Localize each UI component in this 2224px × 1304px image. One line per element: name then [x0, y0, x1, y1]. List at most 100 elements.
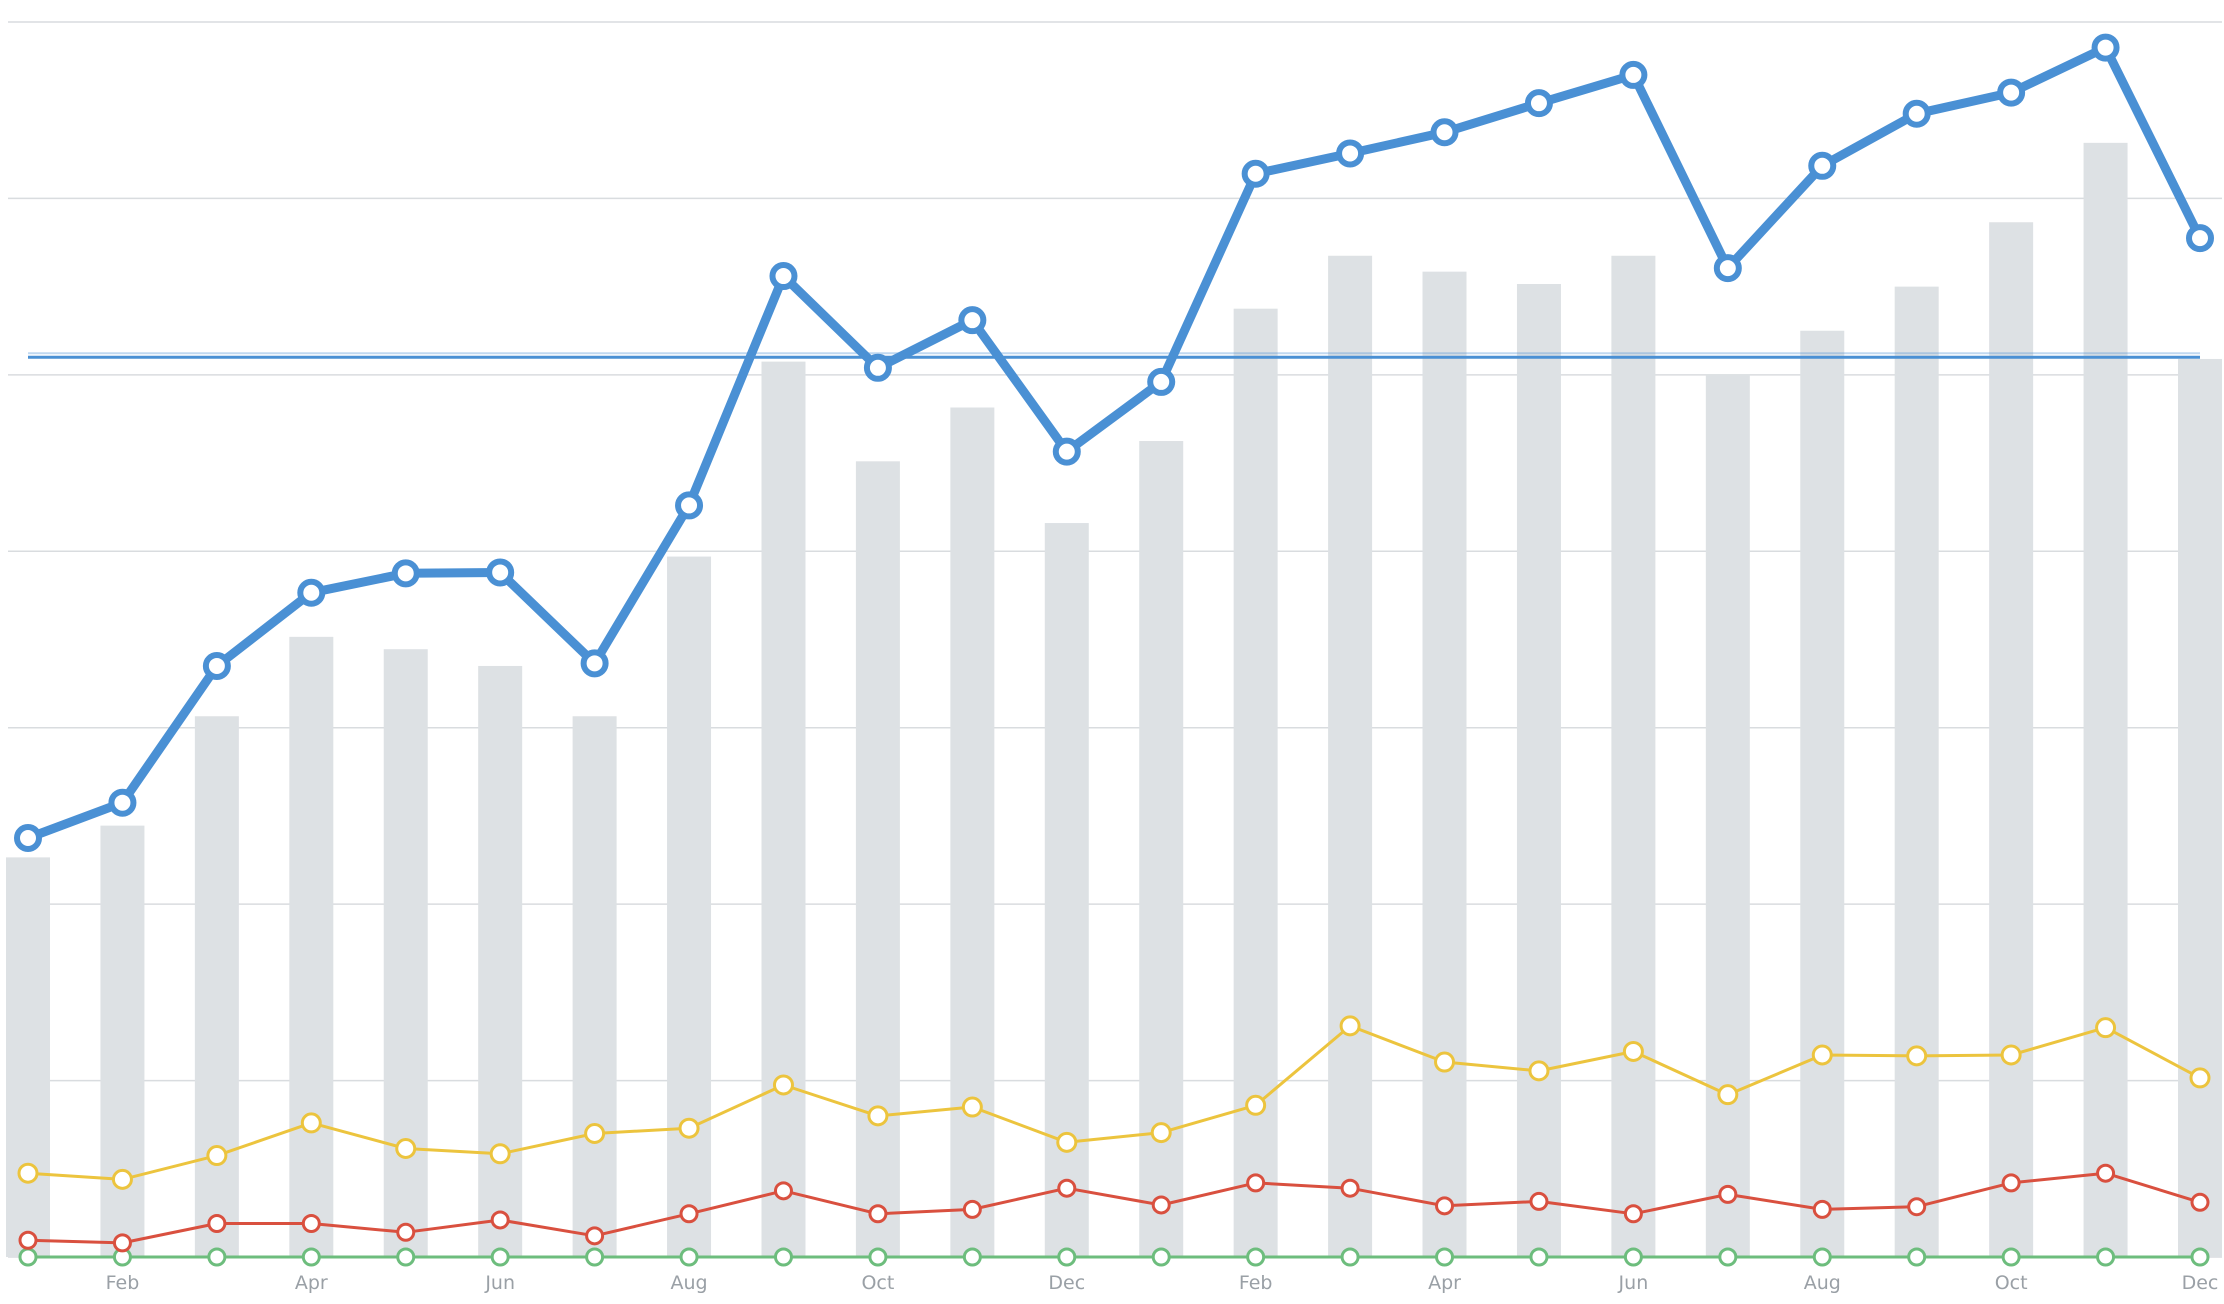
series-point [2189, 1067, 2211, 1089]
series-line [23, 43, 2205, 843]
bar [855, 461, 900, 1257]
bar [1422, 271, 1467, 1257]
series-point [1056, 1131, 1078, 1153]
series-point [490, 1247, 510, 1267]
bar [1328, 255, 1373, 1258]
x-tick-label: Apr [1428, 1272, 1461, 1294]
series-point [678, 1117, 700, 1139]
series-point [2190, 1192, 2210, 1212]
series-point [2186, 224, 2214, 253]
series-point [1430, 118, 1459, 147]
series-point [961, 1096, 983, 1118]
series-point [1622, 1040, 1644, 1062]
series-line [26, 1024, 2202, 1181]
x-axis-ticks: Feb Apr Jun Aug Oct Dec Feb Apr Jun Aug Oct Dec [106, 1272, 2219, 1294]
series-point [202, 651, 231, 680]
series-point [1150, 1122, 1172, 1144]
series-point [1246, 1247, 1266, 1267]
series-point [1057, 1247, 1077, 1267]
series-point [1052, 437, 1081, 466]
series-point [580, 649, 609, 678]
series-point [1997, 78, 2026, 107]
series-point [1339, 1015, 1361, 1037]
series-point [868, 1247, 888, 1267]
series-point [1811, 1044, 1833, 1066]
series-point [1623, 1204, 1643, 1224]
series-point [1808, 151, 1837, 180]
series-point [395, 1137, 417, 1159]
x-tick-label: Apr [295, 1272, 328, 1294]
series-point [1340, 1178, 1360, 1198]
bar [2178, 358, 2222, 1257]
series-point [962, 1199, 982, 1219]
x-tick-label: Oct [861, 1272, 894, 1294]
series-point [1241, 159, 1270, 188]
x-tick-label: Feb [106, 1272, 140, 1294]
bar [478, 665, 523, 1257]
series-point [1529, 1247, 1549, 1267]
series-point [2096, 1247, 2116, 1267]
bar [1800, 330, 1845, 1257]
series-point [1718, 1184, 1738, 1204]
bar [572, 716, 617, 1257]
series-point [1907, 1247, 1927, 1267]
bar [1611, 255, 1656, 1258]
series-point [1528, 1060, 1550, 1082]
bar [1139, 441, 1184, 1258]
series-point [1245, 1094, 1267, 1116]
line-series [14, 33, 2214, 1267]
bar [950, 407, 995, 1257]
x-tick-label: Dec [2182, 1272, 2219, 1294]
series-point [1713, 254, 1742, 283]
bar [667, 556, 712, 1257]
series-point [18, 1230, 38, 1250]
series-point [1434, 1051, 1456, 1073]
series-point [2001, 1173, 2021, 1193]
series-point [679, 1204, 699, 1224]
x-tick-label: Aug [670, 1272, 707, 1294]
series-point [301, 1247, 321, 1267]
series-point [2190, 1247, 2210, 1267]
bar [194, 716, 239, 1257]
series-point [962, 1247, 982, 1267]
x-tick-label: Jun [1618, 1272, 1649, 1294]
series-point [2091, 33, 2120, 62]
series-point [773, 1181, 793, 1201]
series-point [396, 1222, 416, 1242]
series-point [679, 1247, 699, 1267]
series-point [17, 1162, 39, 1184]
series-point [585, 1226, 605, 1246]
series-point [486, 558, 515, 587]
series-point [585, 1247, 605, 1267]
series-point [207, 1213, 227, 1233]
series-point [863, 353, 892, 382]
series-point [1619, 60, 1648, 89]
series-point [490, 1210, 510, 1230]
series-point [1907, 1197, 1927, 1217]
series-point [1435, 1196, 1455, 1216]
bar [2083, 142, 2128, 1258]
series-point [1336, 139, 1365, 168]
series-point [1435, 1247, 1455, 1267]
bar [1705, 374, 1750, 1257]
series-point [868, 1204, 888, 1224]
x-tick-label: Dec [1048, 1272, 1085, 1294]
series-point [1718, 1247, 1738, 1267]
series-point [1147, 367, 1176, 396]
series-point [14, 823, 42, 852]
series-point [297, 578, 326, 607]
series-point [2001, 1247, 2021, 1267]
bar-series [6, 142, 2222, 1258]
bar [6, 857, 50, 1257]
series-point [489, 1143, 511, 1165]
series-point [1812, 1199, 1832, 1219]
series-point [111, 1168, 133, 1190]
series-point [207, 1247, 227, 1267]
series-point [958, 306, 987, 335]
series-point [1623, 1247, 1643, 1267]
series-point [584, 1123, 606, 1144]
series-point [1340, 1247, 1360, 1267]
series-point [396, 1247, 416, 1267]
bar [383, 649, 428, 1257]
